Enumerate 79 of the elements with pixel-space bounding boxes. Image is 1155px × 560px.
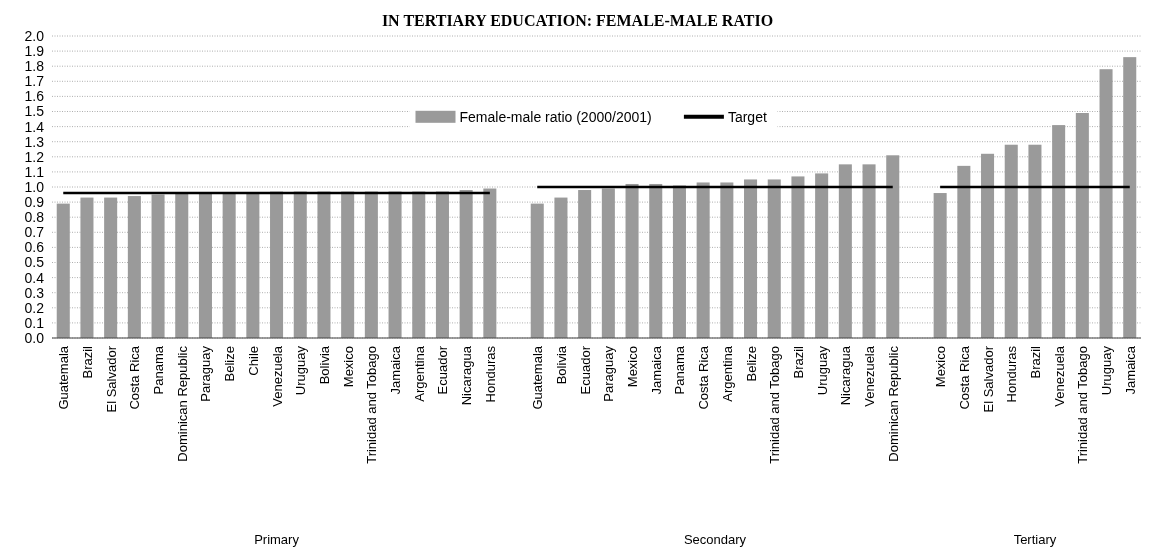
y-tick-label: 0.0 bbox=[24, 329, 45, 346]
x-tick-label: Nicaragua bbox=[459, 345, 475, 406]
text: Tertiary bbox=[1013, 532, 1057, 547]
y-tick-label: 0.2 bbox=[24, 299, 45, 316]
bar bbox=[80, 197, 94, 338]
x-tick-label: Uruguay bbox=[1099, 345, 1115, 396]
x-tick-label: Honduras bbox=[482, 345, 498, 403]
y-tick-label: 1.4 bbox=[24, 118, 45, 135]
x-tick-label: Venezuela bbox=[862, 345, 878, 407]
x-tick-label: Trinidad and Tobago bbox=[767, 346, 783, 464]
y-tick-label: 1.6 bbox=[24, 88, 45, 105]
bar bbox=[1004, 144, 1018, 338]
bar bbox=[720, 182, 734, 338]
bar bbox=[270, 191, 284, 338]
chart-title: IN TERTIARY EDUCATION: FEMALE-MALE RATIO bbox=[381, 12, 774, 29]
x-tick-label: Brazil bbox=[790, 345, 806, 379]
y-tick-label: 1.5 bbox=[24, 103, 45, 120]
x-tick-label: Mexico bbox=[625, 346, 641, 388]
x-tick-label: Brazil bbox=[79, 345, 95, 379]
bar bbox=[1099, 69, 1113, 338]
y-tick-label: 1.1 bbox=[24, 163, 45, 180]
x-tick-label: Costa Rica bbox=[127, 345, 143, 410]
y-tick-label: 1.8 bbox=[24, 58, 45, 75]
y-tick-label: 0.4 bbox=[24, 269, 45, 286]
x-tick-label: Panama bbox=[151, 345, 167, 395]
x-tick-label: Mexico bbox=[340, 346, 356, 388]
x-tick-label: Guatemala bbox=[56, 345, 72, 410]
x-tick-label: Uruguay bbox=[293, 345, 309, 396]
x-tick-label: Paraguay bbox=[198, 345, 214, 402]
y-tick-label: 0.3 bbox=[24, 284, 45, 301]
x-tick-label: Nicaragua bbox=[838, 345, 854, 406]
y-tick-label: 1.9 bbox=[24, 43, 45, 59]
x-tick-label: Trinidad and Tobago bbox=[1075, 346, 1091, 464]
x-tick-label: Venezuela bbox=[269, 345, 285, 407]
x-tick-label: Belize bbox=[743, 346, 759, 382]
x-tick-label: Costa Rica bbox=[696, 345, 712, 410]
legend-label: Female-male ratio (2000/2001) bbox=[459, 108, 652, 125]
x-tick-label: Brazil bbox=[1027, 345, 1043, 379]
x-tick-label: Costa Rica bbox=[956, 345, 972, 410]
x-tick-label: Guatemala bbox=[530, 345, 546, 410]
y-tick-label: 0.1 bbox=[24, 314, 45, 331]
x-tick-label: El Salvador bbox=[980, 345, 996, 413]
x-tick-label: Dominican Republic bbox=[885, 345, 901, 462]
x-tick-label: Belize bbox=[222, 346, 238, 382]
x-tick-label: Trinidad and Tobago bbox=[364, 346, 380, 464]
x-tick-label: Uruguay bbox=[814, 345, 830, 396]
y-tick-label: 1.2 bbox=[24, 148, 45, 165]
x-tick-label: Argentina bbox=[411, 345, 427, 402]
y-tick-label: 1.3 bbox=[24, 133, 45, 150]
y-tick-label: 0.9 bbox=[24, 194, 45, 210]
y-tick-label: 0.6 bbox=[24, 239, 45, 256]
x-tick-label: Bolivia bbox=[316, 345, 332, 385]
legend-label: Target bbox=[727, 108, 767, 125]
x-tick-label: Venezuela bbox=[1051, 345, 1067, 407]
y-tick-label: 1.7 bbox=[24, 73, 45, 90]
text: Secondary bbox=[683, 532, 747, 547]
y-tick-label: 2.0 bbox=[24, 27, 45, 44]
y-tick-label: 1.0 bbox=[24, 178, 45, 195]
y-tick-label: 0.5 bbox=[24, 254, 45, 271]
x-tick-label: Argentina bbox=[719, 345, 735, 402]
x-tick-label: Jamaica bbox=[648, 345, 664, 395]
text: Primary bbox=[254, 532, 300, 547]
x-tick-label: Ecuador bbox=[577, 345, 593, 395]
bar bbox=[364, 191, 378, 338]
x-tick-label: Dominican Republic bbox=[174, 345, 190, 462]
x-tick-label: Chile bbox=[245, 346, 261, 376]
y-tick-label: 0.7 bbox=[24, 224, 45, 241]
x-tick-label: Mexico bbox=[933, 346, 949, 388]
x-tick-label: Panama bbox=[672, 345, 688, 395]
x-tick-label: Jamaica bbox=[388, 345, 404, 395]
bar bbox=[459, 190, 473, 338]
x-tick-label: El Salvador bbox=[103, 345, 119, 413]
x-tick-label: Ecuador bbox=[435, 345, 451, 395]
x-tick-label: Bolivia bbox=[553, 345, 569, 385]
y-tick-label: 0.8 bbox=[24, 209, 45, 226]
x-tick-label: Honduras bbox=[1004, 345, 1020, 403]
x-tick-label: Paraguay bbox=[601, 345, 617, 402]
bar bbox=[175, 193, 189, 338]
x-tick-label: Jamaica bbox=[1122, 345, 1138, 395]
